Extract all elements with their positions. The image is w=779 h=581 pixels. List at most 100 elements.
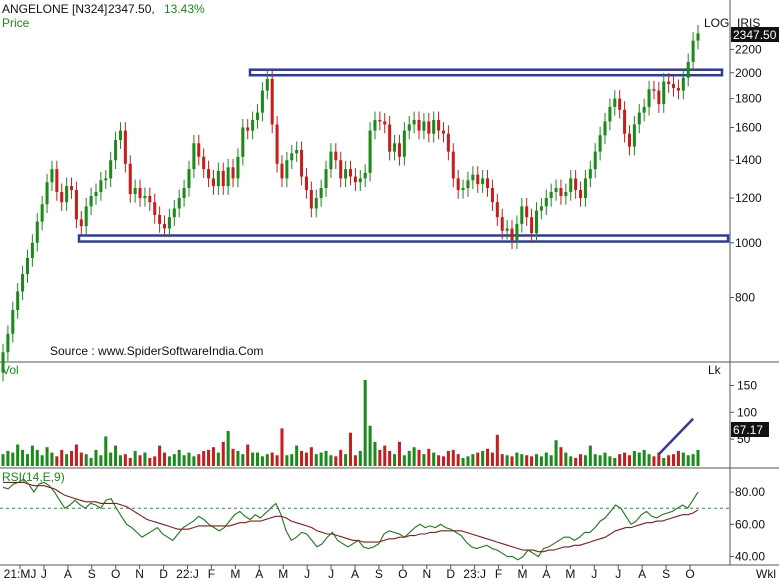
volume-bar xyxy=(89,457,93,466)
volume-trendline-segment xyxy=(657,417,695,456)
candle xyxy=(358,169,362,191)
candle-body xyxy=(481,178,485,185)
candle-body xyxy=(246,127,250,131)
time-tick-label: D xyxy=(446,567,455,581)
change-percent: 13.43% xyxy=(164,2,205,16)
candle-body xyxy=(35,221,39,243)
volume-badge-value: 67.17 xyxy=(733,423,763,437)
rsi-signal-line xyxy=(3,481,699,553)
volume-bar xyxy=(397,441,401,466)
candle xyxy=(642,98,646,122)
candle xyxy=(657,82,661,113)
candle xyxy=(79,210,83,235)
candle xyxy=(241,119,245,166)
price-tick-label: 2200 xyxy=(735,42,762,56)
volume-bar xyxy=(588,445,592,466)
candle-body xyxy=(432,119,436,134)
candle xyxy=(417,111,421,140)
time-tick-label: M xyxy=(278,567,288,581)
volume-bar xyxy=(246,444,250,466)
candle xyxy=(627,125,631,156)
candle xyxy=(427,112,431,143)
candle-body xyxy=(138,188,142,199)
candle xyxy=(461,179,465,199)
candle xyxy=(94,183,98,205)
candle-body xyxy=(662,81,666,105)
candle xyxy=(559,179,563,205)
volume-bar xyxy=(275,455,279,466)
candle-body xyxy=(270,78,274,125)
candle-body xyxy=(207,169,211,179)
time-axis-ticks: 21:MJ J A S O N D 22:J F M A M J J A S O N D 23:J F M A M J J A S O xyxy=(4,565,695,581)
volume-bar xyxy=(260,456,264,466)
volume-bar xyxy=(510,456,514,466)
candle xyxy=(55,160,59,201)
candle-body xyxy=(260,90,264,113)
candle-body xyxy=(378,119,382,122)
candle xyxy=(1,343,5,382)
volume-bar xyxy=(344,454,348,466)
volume-bar xyxy=(339,449,343,466)
price-badge-value: 2347.50 xyxy=(733,28,777,42)
candle xyxy=(319,179,323,207)
volume-bar xyxy=(70,450,74,466)
candle-body xyxy=(598,135,602,152)
volume-bar xyxy=(79,452,83,466)
rsi-axis-ticks: 80.00 60.00 40.00 xyxy=(730,485,765,564)
candle xyxy=(339,151,343,188)
candle xyxy=(613,90,617,116)
volume-bar xyxy=(211,447,215,466)
candle-body xyxy=(686,61,690,78)
volume-bar xyxy=(451,449,455,466)
candle-body xyxy=(495,202,499,218)
candle-body xyxy=(99,180,103,192)
rsi-tick-label: 40.00 xyxy=(735,550,765,564)
volume-bar xyxy=(94,449,98,466)
resistance-box xyxy=(248,68,724,77)
price-tick-label: 1800 xyxy=(735,92,762,106)
candle-body xyxy=(579,190,583,199)
candle xyxy=(451,143,455,188)
candle-body xyxy=(314,198,318,209)
volume-bar xyxy=(172,454,176,466)
candle-body xyxy=(123,130,127,164)
chart-title: ANGELONE [N324] xyxy=(2,2,107,16)
volume-bar xyxy=(461,457,465,466)
candle-body xyxy=(55,169,59,192)
candle-body xyxy=(109,160,113,179)
candle xyxy=(525,197,529,226)
volume-bar xyxy=(593,454,597,466)
candle xyxy=(588,160,592,188)
volume-bar xyxy=(128,457,132,466)
volume-bar xyxy=(539,456,543,466)
candle-body xyxy=(471,174,475,181)
volume-bar xyxy=(672,454,676,466)
candle-body xyxy=(505,228,509,231)
candle xyxy=(363,164,367,188)
candle xyxy=(652,80,656,100)
time-tick-label: N xyxy=(135,567,144,581)
volume-bar xyxy=(579,454,583,466)
volume-bar xyxy=(686,455,690,466)
candle xyxy=(236,148,240,188)
volume-bar xyxy=(353,455,357,466)
candle xyxy=(456,169,460,199)
volume-bar xyxy=(402,455,406,466)
volume-bar xyxy=(16,444,20,466)
volume-bar xyxy=(632,450,636,466)
price-tick-label: 1400 xyxy=(735,153,762,167)
volume-bar xyxy=(74,444,78,466)
candle-body xyxy=(393,143,397,152)
candle xyxy=(569,169,573,201)
candle-body xyxy=(167,217,171,229)
volume-bar xyxy=(162,452,167,466)
price-tick-label: 1200 xyxy=(735,191,762,205)
candle-body xyxy=(500,217,504,231)
volume-bar xyxy=(334,456,338,466)
candle-body xyxy=(6,333,10,353)
candle xyxy=(530,208,534,242)
candle-body xyxy=(143,196,147,199)
volume-bar xyxy=(363,380,367,466)
volume-bar xyxy=(525,455,529,466)
